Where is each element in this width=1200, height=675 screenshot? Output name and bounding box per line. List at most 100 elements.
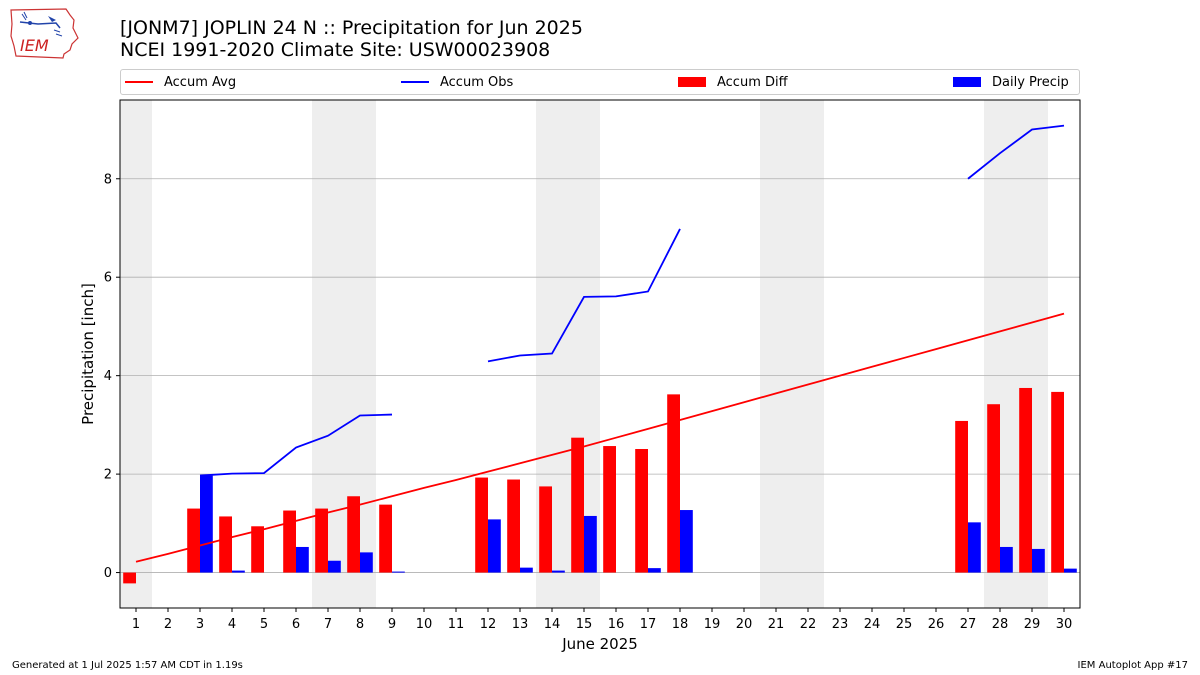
bar-daily-precip-day-13 (520, 567, 533, 573)
xtick-label-26: 26 (928, 617, 945, 632)
bar-accum-diff-day-15 (571, 437, 584, 573)
bar-daily-precip-day-12 (488, 519, 501, 573)
weekend-band-1 (312, 100, 376, 608)
xtick-label-12: 12 (480, 617, 497, 632)
xtick-label-23: 23 (832, 617, 849, 632)
weekend-band-4 (984, 100, 1048, 608)
chart-legend: Accum Avg Accum Obs Accum Diff Daily Pre… (120, 69, 1080, 95)
bar-daily-precip-day-29 (1032, 548, 1045, 573)
bar-daily-precip-day-4 (232, 570, 245, 573)
bar-accum-diff-day-1 (123, 572, 136, 584)
footer-generated: Generated at 1 Jul 2025 1:57 AM CDT in 1… (12, 660, 243, 671)
x-axis-label: June 2025 (561, 635, 638, 653)
ytick-label-4: 4 (104, 369, 112, 384)
line-accum-obs-segment-0 (199, 413, 393, 477)
xtick-label-4: 4 (228, 617, 236, 632)
xtick-label-30: 30 (1056, 617, 1073, 632)
bar-daily-precip-day-18 (680, 510, 693, 573)
xtick-label-3: 3 (196, 617, 204, 632)
bar-daily-precip-day-14 (552, 570, 565, 573)
line-accum-obs-segment-2 (967, 124, 1065, 180)
ytick-label-8: 8 (104, 172, 112, 187)
xtick-label-13: 13 (512, 617, 529, 632)
bar-accum-diff-day-6 (283, 510, 296, 573)
legend-swatch-accum-avg (125, 81, 153, 83)
legend-label-accum-avg: Accum Avg (164, 74, 237, 90)
bar-daily-precip-day-7 (328, 560, 341, 573)
xtick-label-10: 10 (416, 617, 433, 632)
ytick-label-2: 2 (104, 468, 112, 483)
legend-swatch-accum-obs (401, 81, 429, 83)
chart-title: [JONM7] JOPLIN 24 N :: Precipitation for… (120, 17, 583, 39)
line-accum-obs-segment-1 (487, 228, 681, 363)
legend-swatch-daily-precip (953, 77, 981, 87)
xtick-label-25: 25 (896, 617, 913, 632)
weekend-band-0 (120, 100, 152, 608)
bar-daily-precip-day-15 (584, 515, 597, 573)
bar-accum-diff-day-17 (635, 449, 648, 573)
xtick-label-16: 16 (608, 617, 625, 632)
footer-app: IEM Autoplot App #17 (1077, 660, 1188, 671)
weekend-band-2 (536, 100, 600, 608)
bar-accum-diff-day-14 (539, 486, 552, 573)
legend-swatch-accum-diff (678, 77, 706, 87)
bar-accum-diff-day-8 (347, 496, 360, 573)
xtick-label-17: 17 (640, 617, 657, 632)
xtick-label-11: 11 (448, 617, 465, 632)
bar-accum-diff-day-7 (315, 508, 328, 573)
bar-daily-precip-day-8 (360, 552, 373, 573)
xtick-label-21: 21 (768, 617, 785, 632)
plot-frame (119, 99, 1081, 609)
xtick-label-20: 20 (736, 617, 753, 632)
xtick-label-7: 7 (324, 617, 332, 632)
xtick-label-5: 5 (260, 617, 268, 632)
legend-item-accum-obs: Accum Obs (401, 70, 513, 94)
svg-text:IEM: IEM (20, 36, 49, 55)
bar-daily-precip-day-27 (968, 522, 981, 573)
bar-accum-diff-day-28 (987, 404, 1000, 573)
legend-label-accum-diff: Accum Diff (717, 74, 788, 90)
legend-label-accum-obs: Accum Obs (440, 74, 514, 90)
xtick-label-8: 8 (356, 617, 364, 632)
bar-accum-diff-day-12 (475, 477, 488, 573)
xtick-label-6: 6 (292, 617, 300, 632)
xtick-label-9: 9 (388, 617, 396, 632)
legend-item-accum-avg: Accum Avg (125, 70, 236, 94)
bar-daily-precip-day-30 (1064, 568, 1077, 573)
bar-daily-precip-day-9 (392, 571, 405, 573)
iem-logo: IEM (10, 8, 79, 59)
line-accum-avg-segment-0 (135, 312, 1065, 563)
chart-subtitle: NCEI 1991-2020 Climate Site: USW00023908 (120, 39, 551, 61)
bar-accum-diff-day-18 (667, 394, 680, 573)
bar-accum-diff-day-13 (507, 479, 520, 573)
ytick-label-6: 6 (104, 271, 112, 286)
bar-accum-diff-day-4 (219, 516, 232, 573)
bar-accum-diff-day-27 (955, 420, 968, 573)
xtick-label-19: 19 (704, 617, 721, 632)
weekend-band-3 (760, 100, 824, 608)
bar-accum-diff-day-5 (251, 526, 264, 573)
xtick-label-29: 29 (1024, 617, 1041, 632)
bar-accum-diff-day-3 (187, 508, 200, 573)
bar-accum-diff-day-9 (379, 504, 392, 573)
bar-daily-precip-day-6 (296, 546, 309, 573)
xtick-label-18: 18 (672, 617, 689, 632)
xtick-label-15: 15 (576, 617, 593, 632)
bar-accum-diff-day-29 (1019, 387, 1032, 573)
xtick-label-22: 22 (800, 617, 817, 632)
legend-label-daily-precip: Daily Precip (992, 74, 1069, 90)
bar-accum-diff-day-30 (1051, 391, 1064, 573)
legend-item-accum-diff: Accum Diff (678, 70, 788, 94)
xtick-label-2: 2 (164, 617, 172, 632)
bar-daily-precip-day-3 (200, 475, 213, 573)
xtick-label-24: 24 (864, 617, 881, 632)
y-axis-label: Precipitation [inch] (79, 283, 97, 425)
xtick-label-1: 1 (132, 617, 140, 632)
bar-daily-precip-day-17 (648, 568, 661, 573)
xtick-label-14: 14 (544, 617, 561, 632)
ytick-label-0: 0 (104, 566, 112, 581)
legend-item-daily-precip: Daily Precip (953, 70, 1069, 94)
bar-accum-diff-day-16 (603, 446, 616, 573)
bar-daily-precip-day-28 (1000, 546, 1013, 573)
